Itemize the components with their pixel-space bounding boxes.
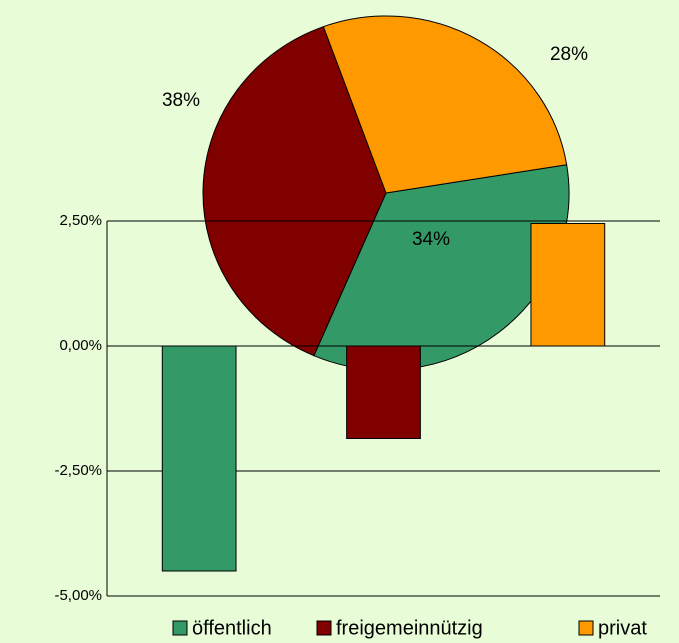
y-tick-label: -5,00% <box>54 587 102 604</box>
y-tick-label: 0,00% <box>59 337 102 354</box>
legend-swatch <box>578 620 594 636</box>
pie-label: 28% <box>550 44 588 65</box>
y-tick-label: 2,50% <box>59 212 102 229</box>
y-tick-label: -2,50% <box>54 462 102 479</box>
legend-label: freigemeinnützig <box>336 617 483 639</box>
legend-label: öffentlich <box>192 617 272 639</box>
pie-slice <box>202 26 387 357</box>
pie-label: 34% <box>412 229 450 250</box>
pie-label: 38% <box>162 90 200 111</box>
bar <box>530 223 606 347</box>
legend-label: privat <box>598 617 647 639</box>
legend-swatch <box>316 620 332 636</box>
pie-slice <box>322 15 568 194</box>
legend-swatch <box>172 620 188 636</box>
bar <box>346 345 421 439</box>
bar <box>161 345 237 572</box>
